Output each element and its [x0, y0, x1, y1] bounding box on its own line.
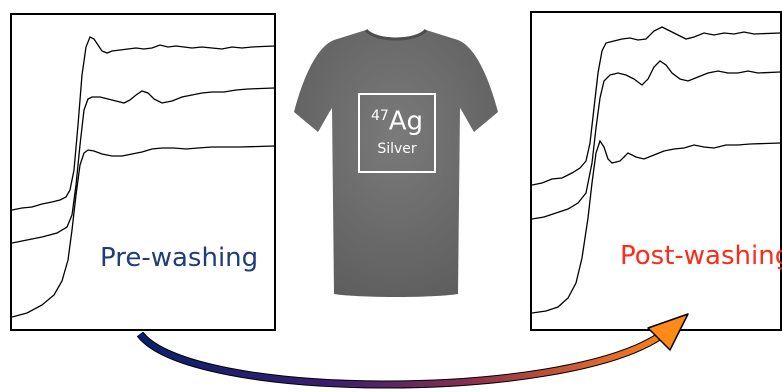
element-symbol: 47Ag — [360, 101, 434, 137]
pre-washing-spectra — [12, 36, 274, 318]
element-mass-number: 47 — [370, 108, 389, 124]
pre-washing-label: Pre-washing — [100, 243, 259, 273]
pre-spectrum-bottom — [12, 145, 274, 318]
post-spectrum-middle — [532, 60, 780, 220]
post-spectrum-top — [532, 26, 780, 186]
element-box: 47Ag Silver — [358, 93, 436, 173]
post-spectrum-bottom — [532, 139, 780, 314]
pre-washing-panel: Pre-washing — [10, 13, 276, 331]
element-symbol-text: Ag — [388, 106, 424, 137]
pre-spectrum-top — [12, 36, 274, 211]
element-name: Silver — [377, 141, 417, 157]
post-washing-label: Post-washing — [620, 241, 782, 271]
t-shirt-icon — [294, 28, 498, 297]
pre-spectrum-middle — [12, 87, 274, 244]
post-washing-spectra — [532, 26, 780, 314]
